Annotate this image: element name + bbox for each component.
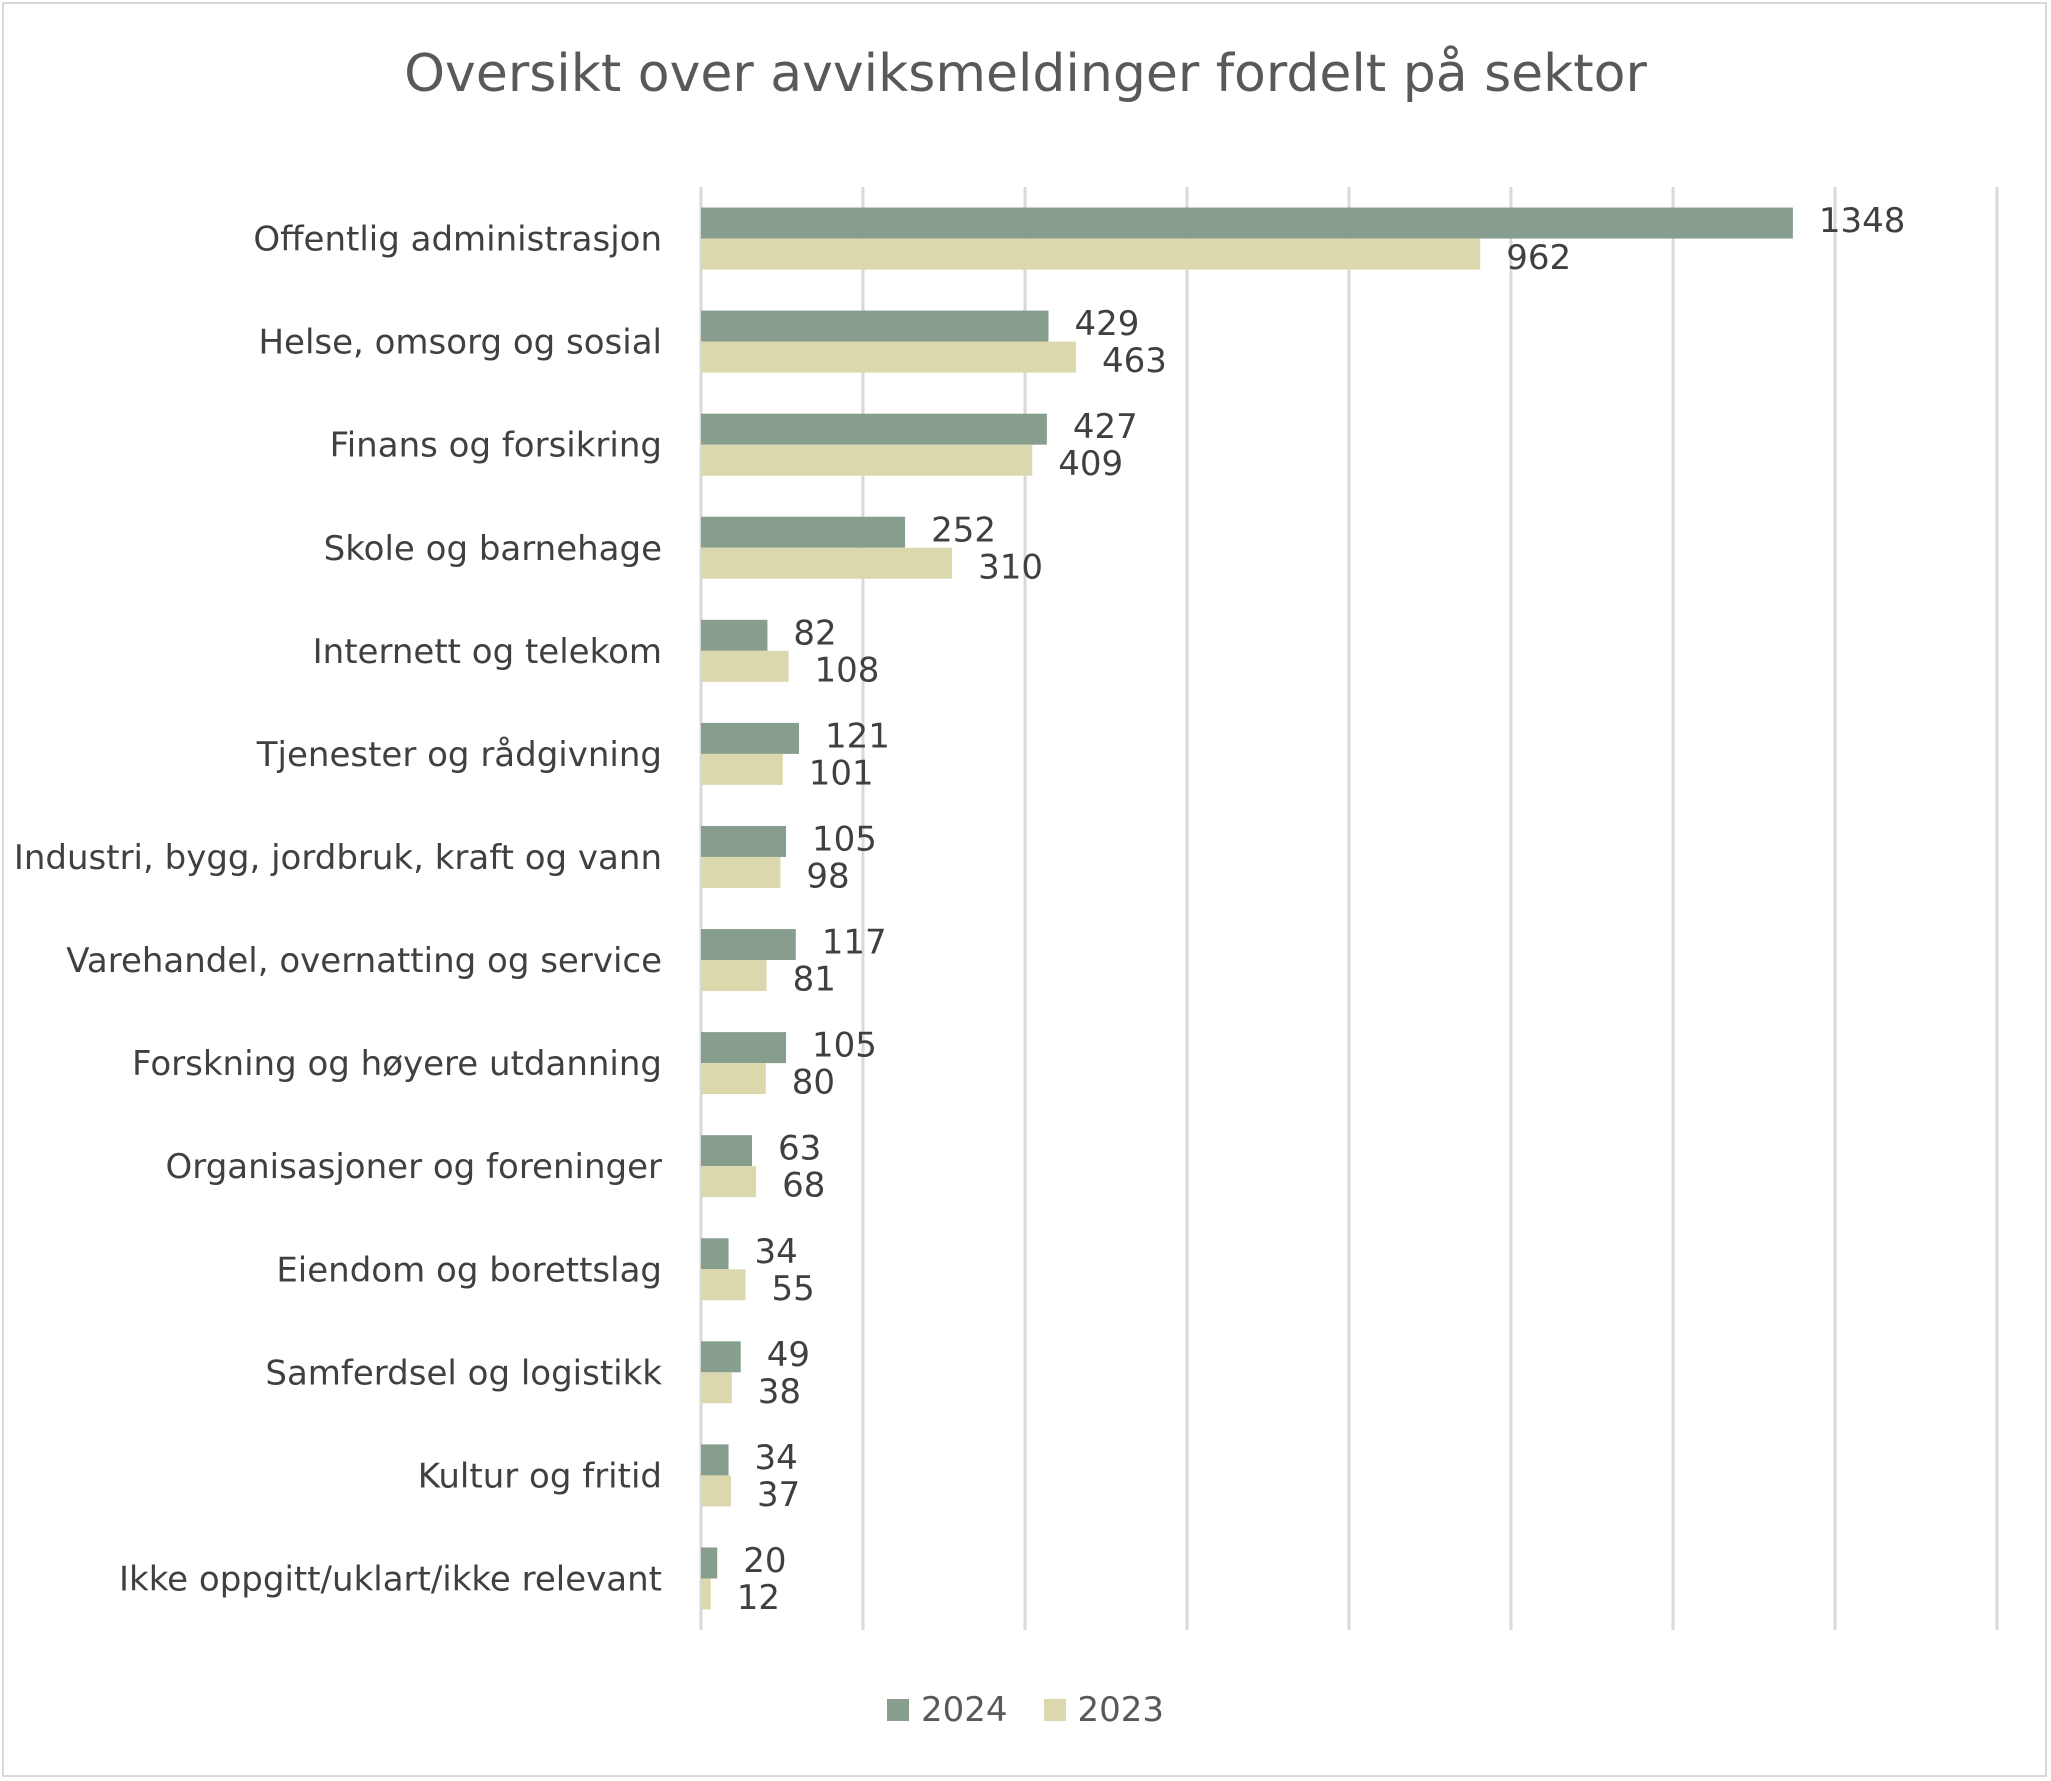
data-label-2023: 37 xyxy=(757,1475,800,1515)
data-label-2023: 38 xyxy=(758,1372,801,1412)
data-label-2024: 34 xyxy=(755,1438,798,1478)
data-label-2024: 105 xyxy=(812,819,877,859)
category-label: Kultur og fritid xyxy=(418,1456,662,1496)
category-label: Samferdsel og logistikk xyxy=(265,1353,662,1393)
data-label-2024: 429 xyxy=(1074,304,1139,344)
chart-title: Oversikt over avviksmeldinger fordelt på… xyxy=(404,44,1647,104)
data-label-2023: 98 xyxy=(806,856,849,896)
bar-2024 xyxy=(701,1444,729,1476)
data-label-2024: 82 xyxy=(793,613,836,653)
legend-label-2024: 2024 xyxy=(920,1690,1008,1730)
data-label-2024: 427 xyxy=(1073,407,1138,447)
bar-2023 xyxy=(701,1372,732,1404)
data-label-2024: 49 xyxy=(767,1335,810,1375)
bar-2024 xyxy=(701,207,1793,239)
category-label: Forskning og høyere utdanning xyxy=(132,1044,662,1084)
category-label: Eiendom og borettslag xyxy=(276,1250,662,1290)
bar-2024 xyxy=(701,619,768,651)
data-label-2024: 117 xyxy=(822,923,887,963)
category-label: Industri, bygg, jordbruk, kraft og vann xyxy=(14,838,662,878)
bar-2023 xyxy=(701,1475,731,1507)
data-label-2023: 108 xyxy=(814,650,879,690)
bar-2024 xyxy=(701,516,906,548)
data-label-2023: 101 xyxy=(809,753,874,793)
bar-2023 xyxy=(701,1166,757,1198)
data-label-2023: 12 xyxy=(737,1578,780,1618)
bar-2023 xyxy=(701,1578,711,1610)
bar-2023 xyxy=(701,650,789,682)
data-label-2024: 63 xyxy=(778,1129,821,1169)
category-label: Offentlig administrasjon xyxy=(253,220,662,260)
bar-2024 xyxy=(701,722,800,754)
category-label: Varehandel, overnatting og service xyxy=(66,941,662,981)
legend-label-2023: 2023 xyxy=(1077,1690,1165,1730)
bar-2024 xyxy=(701,1341,741,1373)
category-label: Helse, omsorg og sosial xyxy=(258,323,662,363)
bar-2023 xyxy=(701,444,1033,476)
legend-swatch-2024 xyxy=(886,1699,909,1721)
bar-2024 xyxy=(701,1135,753,1167)
data-label-2024: 20 xyxy=(743,1541,786,1581)
data-label-2024: 105 xyxy=(812,1026,877,1066)
bar-2023 xyxy=(701,1269,746,1301)
bar-2023 xyxy=(701,856,781,888)
category-label: Skole og barnehage xyxy=(324,529,662,569)
bar-2024 xyxy=(701,929,796,961)
data-label-2024: 252 xyxy=(931,510,996,550)
bar-2023 xyxy=(701,547,953,579)
category-label: Finans og forsikring xyxy=(330,426,662,466)
category-label: Tjenester og rådgivning xyxy=(256,735,662,775)
data-label-2024: 1348 xyxy=(1819,201,1906,241)
data-label-2024: 34 xyxy=(755,1232,798,1272)
bar-2023 xyxy=(701,960,767,992)
category-label: Internett og telekom xyxy=(313,632,662,672)
bar-2024 xyxy=(701,1547,718,1579)
bar-2024 xyxy=(701,1032,787,1064)
bar-2023 xyxy=(701,753,783,785)
data-label-2023: 81 xyxy=(793,960,836,1000)
legend: 2024 2023 xyxy=(0,1690,2051,1730)
category-label: Organisasjoner og foreninger xyxy=(166,1147,662,1187)
legend-swatch-2023 xyxy=(1043,1699,1066,1721)
data-label-2024: 121 xyxy=(825,716,890,756)
bar-2023 xyxy=(701,341,1077,373)
bar-2023 xyxy=(701,1063,766,1095)
data-label-2023: 463 xyxy=(1102,341,1167,381)
legend-item-2024: 2024 xyxy=(886,1690,1008,1730)
bar-2024 xyxy=(701,413,1047,445)
bar-2024 xyxy=(701,1238,729,1270)
data-label-2023: 962 xyxy=(1506,238,1571,278)
bar-2024 xyxy=(701,825,787,857)
data-label-2023: 409 xyxy=(1058,444,1123,484)
data-label-2023: 68 xyxy=(782,1166,825,1206)
data-label-2023: 55 xyxy=(772,1269,815,1309)
data-label-2023: 80 xyxy=(792,1063,835,1103)
data-label-2023: 310 xyxy=(978,547,1043,587)
bar-2024 xyxy=(701,310,1049,342)
bar-2023 xyxy=(701,238,1481,270)
category-label: Ikke oppgitt/uklart/ikke relevant xyxy=(119,1559,662,1599)
legend-item-2023: 2023 xyxy=(1043,1690,1165,1730)
